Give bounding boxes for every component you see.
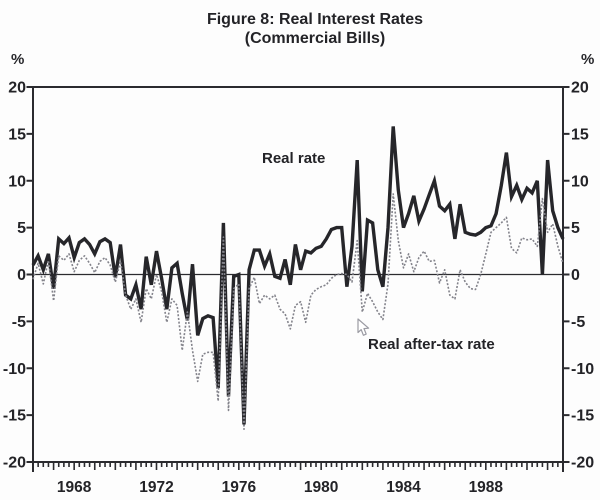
svg-text:15: 15 bbox=[8, 126, 26, 143]
svg-text:1988: 1988 bbox=[469, 479, 504, 496]
svg-text:-5: -5 bbox=[12, 314, 26, 331]
svg-text:-15: -15 bbox=[571, 408, 594, 425]
svg-text:1972: 1972 bbox=[139, 479, 173, 496]
y-axis-unit-left: % bbox=[11, 51, 25, 68]
svg-text:-5: -5 bbox=[571, 314, 585, 331]
svg-text:-15: -15 bbox=[3, 408, 26, 425]
svg-text:1980: 1980 bbox=[304, 479, 338, 496]
svg-text:0: 0 bbox=[571, 267, 580, 284]
svg-text:-10: -10 bbox=[571, 361, 594, 378]
y-axis-unit-right: % bbox=[581, 51, 595, 68]
svg-text:15: 15 bbox=[571, 126, 589, 143]
real-rate-series-label: Real rate bbox=[262, 150, 326, 167]
svg-text:1976: 1976 bbox=[222, 479, 257, 496]
svg-text:20: 20 bbox=[571, 80, 589, 97]
after-tax-series-label: Real after-tax rate bbox=[368, 336, 495, 353]
svg-text:5: 5 bbox=[17, 220, 26, 237]
svg-text:-10: -10 bbox=[3, 361, 26, 378]
svg-text:1984: 1984 bbox=[386, 479, 421, 496]
svg-text:10: 10 bbox=[571, 173, 589, 190]
svg-text:20: 20 bbox=[8, 80, 26, 97]
svg-text:10: 10 bbox=[8, 173, 26, 190]
svg-text:1968: 1968 bbox=[57, 479, 92, 496]
svg-text:0: 0 bbox=[17, 267, 26, 284]
cursor-pointer-icon bbox=[357, 318, 370, 336]
svg-text:5: 5 bbox=[571, 220, 580, 237]
figure-title: Figure 8: Real Interest Rates bbox=[206, 11, 424, 28]
figure-subtitle: (Commercial Bills) bbox=[244, 30, 386, 47]
svg-text:-20: -20 bbox=[571, 455, 594, 472]
svg-text:-20: -20 bbox=[3, 455, 26, 472]
